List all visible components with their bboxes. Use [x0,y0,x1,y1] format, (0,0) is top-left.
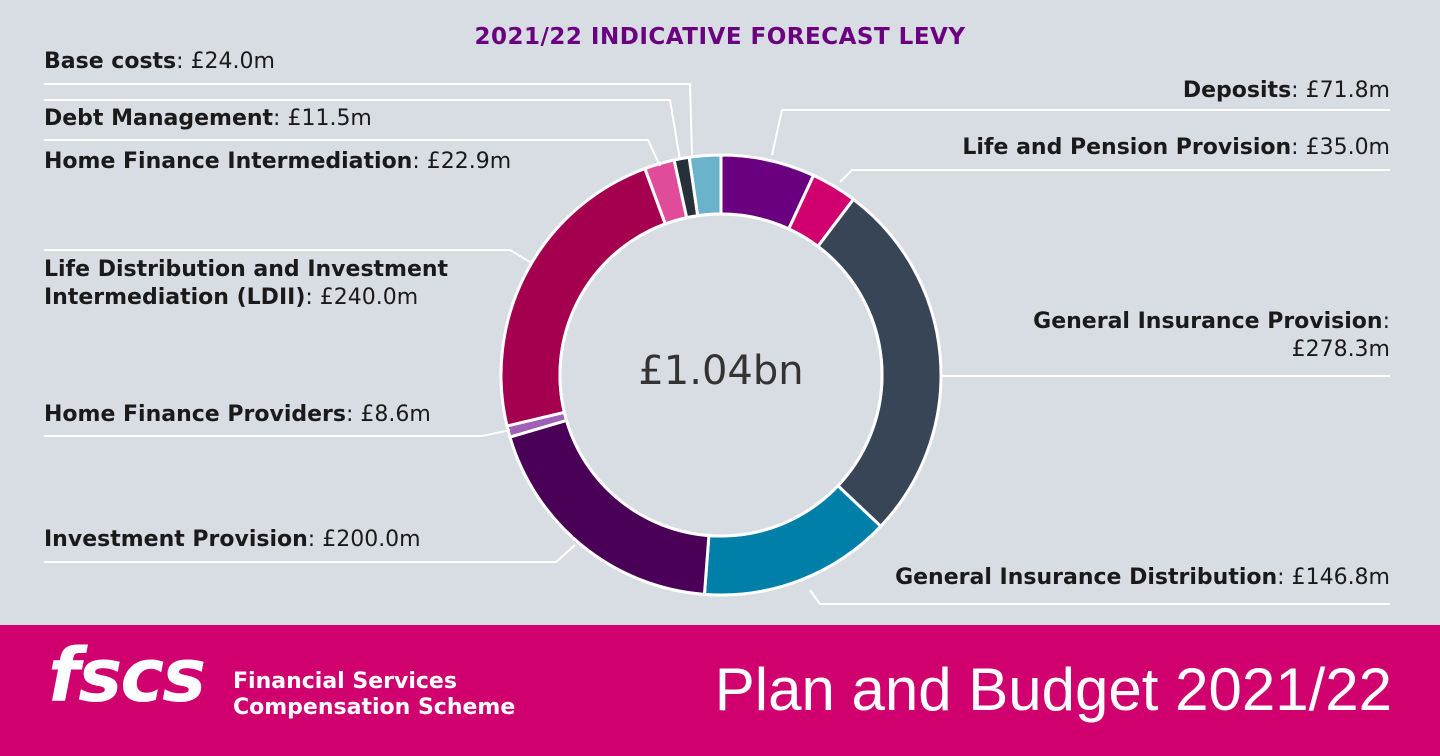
leader-investment-provision [44,544,576,563]
fscs-logo: fscs [48,633,206,719]
leader-ldii [44,249,531,263]
footer-banner: fscs Financial Services Compensation Sch… [0,625,1440,756]
leader-life-pension [839,169,1390,183]
label-gi-distribution: General Insurance Distribution: £146.8m [895,565,1390,590]
label-base-costs: Base costs: £24.0m [44,49,275,74]
label-ldii: Life Distribution and Investment Intermed… [44,257,449,310]
leader-base-costs [44,83,693,156]
donut-hole [558,212,884,538]
label-debt-management: Debt Management: £11.5m [44,106,372,131]
label-home-finance-intermediation: Home Finance Intermediation: £22.9m [44,149,512,174]
leader-deposits [771,109,1390,156]
label-home-finance-providers: Home Finance Providers: £8.6m [44,402,431,427]
leader-home-finance-intermediation [44,139,661,167]
leader-home-finance-providers [44,429,511,437]
label-investment-provision: Investment Provision: £200.0m [44,527,421,552]
organisation-name: Financial Services Compensation Scheme [233,669,516,720]
center-total: £1.04bn [638,348,804,394]
publication-title: Plan and Budget 2021/22 [714,656,1392,723]
donut-chart [44,83,1390,605]
label-life-pension: Life and Pension Provision: £35.0m [962,135,1390,160]
leader-gi-distribution [809,589,1390,605]
label-deposits: Deposits: £71.8m [1182,78,1390,103]
chart-title: 2021/22 INDICATIVE FORECAST LEVY [474,24,966,50]
leader-lines [44,83,1390,605]
label-gi-provision: General Insurance Provision: £278.3m [1033,309,1390,362]
leader-debt-management [44,99,681,161]
